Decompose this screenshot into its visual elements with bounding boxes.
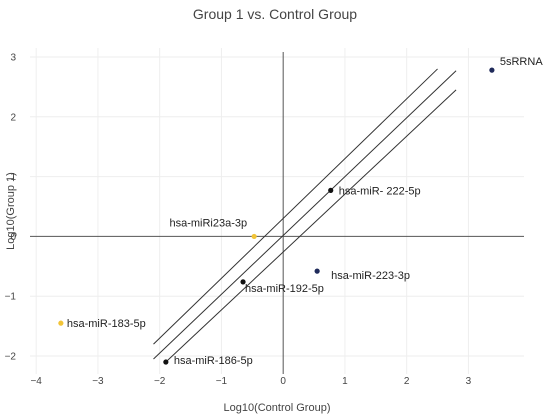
data-point bbox=[251, 233, 257, 240]
point-label: hsa-miR-183-5p bbox=[67, 318, 146, 330]
x-tick-label: 2 bbox=[404, 376, 410, 387]
reference-line bbox=[153, 70, 457, 360]
y-tick-label: 3 bbox=[10, 52, 16, 63]
chart-title: Group 1 vs. Control Group bbox=[192, 6, 358, 22]
reference-lines bbox=[153, 68, 457, 363]
x-axis-title: Log10(Control Group) bbox=[223, 402, 330, 414]
x-tick-label: 0 bbox=[280, 376, 286, 387]
y-tick-label: 0 bbox=[10, 232, 16, 243]
x-tick-label: 1 bbox=[342, 376, 348, 387]
data-point bbox=[328, 187, 334, 193]
x-tick-label: 3 bbox=[466, 376, 472, 387]
point-label: hsa-miR-186-5p bbox=[174, 355, 253, 367]
y-tick-label: 1 bbox=[10, 172, 16, 183]
data-point bbox=[58, 320, 64, 326]
point-labels: 5sRRNA hsa-miR- 222-5p hsa-miRi23a-3p hsa-m… bbox=[67, 56, 543, 367]
data-point bbox=[240, 279, 246, 285]
x-tick-label: −3 bbox=[92, 376, 104, 387]
reference-line bbox=[153, 68, 438, 345]
y-tick-label: −2 bbox=[5, 352, 17, 363]
point-label: hsa-miR-223-3p bbox=[331, 270, 410, 282]
y-tick-label: 2 bbox=[10, 112, 16, 123]
reference-line bbox=[165, 89, 457, 363]
x-tick-label: −4 bbox=[30, 376, 42, 387]
data-point bbox=[489, 67, 495, 73]
data-points bbox=[58, 67, 495, 365]
point-label: hsa-miR- 222-5p bbox=[339, 185, 421, 197]
x-tick-label: −1 bbox=[216, 376, 228, 387]
zero-axes bbox=[30, 52, 524, 374]
point-label: hsa-miRi23a-3p bbox=[169, 217, 247, 229]
y-axis-title: Log10(Group 1) bbox=[5, 172, 17, 250]
data-point bbox=[163, 359, 169, 365]
y-tick-label: −1 bbox=[5, 292, 17, 303]
point-label: hsa-miR-192-5p bbox=[245, 283, 324, 295]
tick-labels: −4 −3 −2 −1 0 1 2 3 −2 −1 0 1 2 3 bbox=[5, 52, 472, 387]
x-tick-label: −2 bbox=[154, 376, 166, 387]
grid bbox=[30, 48, 524, 374]
data-point bbox=[314, 268, 320, 274]
point-label: 5sRRNA bbox=[500, 56, 543, 68]
